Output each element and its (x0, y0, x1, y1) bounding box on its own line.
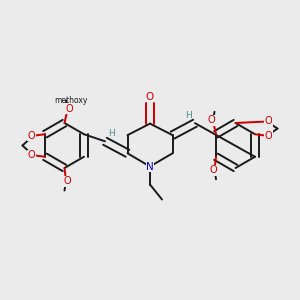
Text: O: O (265, 131, 272, 141)
Text: N: N (146, 161, 154, 172)
Text: O: O (64, 176, 71, 187)
Text: O: O (65, 104, 73, 114)
Text: O: O (208, 115, 215, 125)
Text: O: O (28, 131, 35, 141)
Text: H: H (185, 111, 192, 120)
Text: H: H (108, 129, 115, 138)
Text: O: O (28, 150, 35, 160)
Text: O: O (265, 116, 272, 127)
Text: O: O (209, 165, 217, 175)
Text: O: O (146, 92, 154, 102)
Text: methoxy: methoxy (54, 96, 88, 105)
